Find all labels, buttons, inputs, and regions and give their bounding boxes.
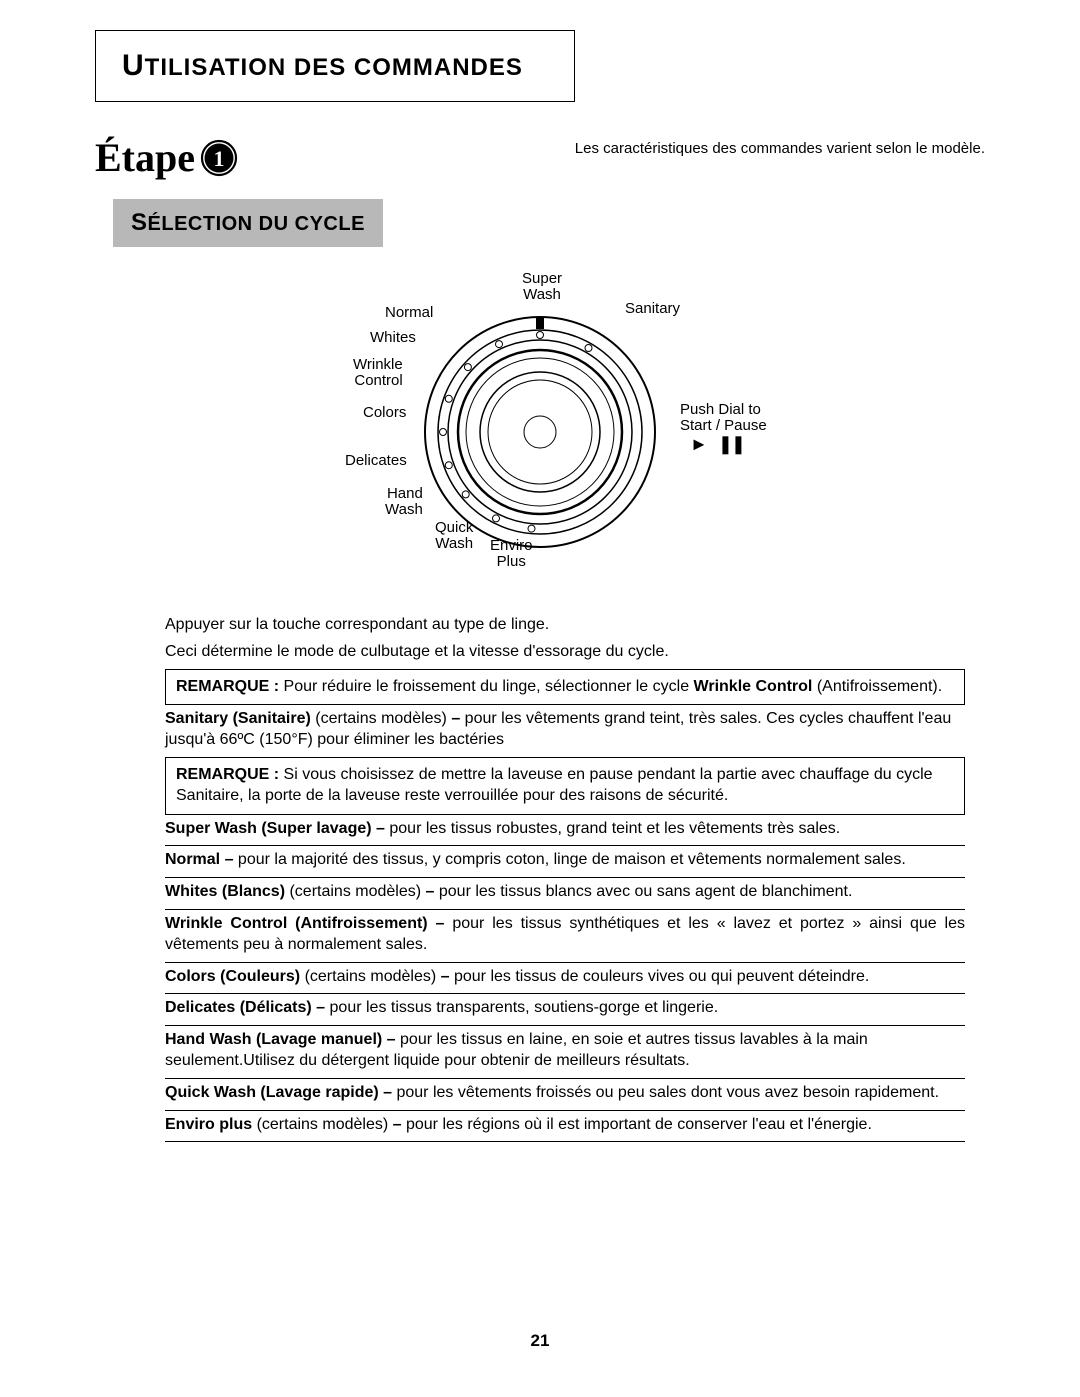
quickwash-para: Quick Wash (Lavage rapide) – pour les vê… — [165, 1083, 965, 1104]
sanitary-label: Sanitary (Sanitaire) — [165, 710, 311, 727]
separator — [165, 1110, 965, 1111]
separator — [165, 993, 965, 994]
title-cap: U — [122, 49, 145, 82]
title-rest: TILISATION DES COMMANDES — [145, 54, 523, 81]
cycle-dial-diagram: SuperWash Sanitary Normal Whites Wrinkle… — [190, 277, 890, 587]
section-title: UTILISATION DES COMMANDES — [122, 54, 523, 81]
step-label: Étape — [95, 134, 195, 181]
dial-label-push: Push Dial toStart / Pause — [680, 402, 767, 434]
dial-label-enviro: EnviroPlus — [490, 538, 533, 570]
step-row: Étape 1 Les caractéristiques des command… — [95, 134, 985, 181]
step-number-icon: 1 — [199, 138, 239, 178]
separator — [165, 1141, 965, 1142]
separator — [165, 962, 965, 963]
sanitary-para: Sanitary (Sanitaire) (certains modèles) … — [165, 709, 965, 751]
dial-label-normal: Normal — [385, 305, 433, 321]
superwash-para: Super Wash (Super lavage) – pour les tis… — [165, 819, 965, 840]
dial-playpause-icon: ► ❚❚ — [690, 435, 744, 454]
delicates-para: Delicates (Délicats) – pour les tissus t… — [165, 998, 965, 1019]
section-title-box: UTILISATION DES COMMANDES — [95, 30, 575, 102]
dial-label-whites: Whites — [370, 330, 416, 346]
body-text: Appuyer sur la touche correspondant au t… — [95, 615, 985, 1142]
dial-label-colors: Colors — [363, 405, 406, 421]
remark1-bold: Wrinkle Control — [694, 678, 813, 695]
intro-line-1: Appuyer sur la touche correspondant au t… — [165, 615, 965, 636]
separator — [165, 1025, 965, 1026]
remark2-text: Si vous choisissez de mettre la laveuse … — [176, 766, 933, 804]
enviro-para: Enviro plus (certains modèles) – pour le… — [165, 1115, 965, 1136]
subtitle-cap: S — [131, 209, 148, 236]
step-left: Étape 1 — [95, 134, 239, 181]
model-variation-note: Les caractéristiques des commandes varie… — [575, 140, 985, 157]
dial-label-sanitary: Sanitary — [625, 301, 680, 317]
remark1-text-b: (Antifroissement). — [812, 678, 942, 695]
dial-label-handwash: HandWash — [385, 486, 423, 518]
remark1-label: REMARQUE : — [176, 678, 279, 695]
dial-label-superwash: SuperWash — [522, 271, 562, 303]
intro-line-2: Ceci détermine le mode de culbutage et l… — [165, 642, 965, 663]
dial-label-quickwash: QuickWash — [435, 520, 473, 552]
manual-page: UTILISATION DES COMMANDES Étape 1 Les ca… — [0, 0, 1080, 1397]
remark-box-2: REMARQUE : Si vous choisissez de mettre … — [165, 757, 965, 815]
remark1-text-a: Pour réduire le froissement du linge, sé… — [279, 678, 693, 695]
dial-svg — [190, 277, 890, 587]
dial-label-wrinkle: WrinkleControl — [353, 357, 403, 389]
subsection-title: SÉLECTION DU CYCLE — [113, 199, 383, 247]
page-number: 21 — [0, 1331, 1080, 1351]
separator — [165, 877, 965, 878]
subtitle-rest: ÉLECTION DU CYCLE — [148, 213, 365, 235]
separator — [165, 1078, 965, 1079]
whites-para: Whites (Blancs) (certains modèles) – pou… — [165, 882, 965, 903]
wrinkle-para: Wrinkle Control (Antifroissement) – pour… — [165, 914, 965, 956]
remark-box-1: REMARQUE : Pour réduire le froissement d… — [165, 669, 965, 706]
separator — [165, 845, 965, 846]
colors-para: Colors (Couleurs) (certains modèles) – p… — [165, 967, 965, 988]
remark2-label: REMARQUE : — [176, 766, 279, 783]
normal-para: Normal – pour la majorité des tissus, y … — [165, 850, 965, 871]
separator — [165, 909, 965, 910]
svg-text:1: 1 — [214, 146, 225, 171]
handwash-para: Hand Wash (Lavage manuel) – pour les tis… — [165, 1030, 965, 1072]
dial-label-delicates: Delicates — [345, 453, 407, 469]
